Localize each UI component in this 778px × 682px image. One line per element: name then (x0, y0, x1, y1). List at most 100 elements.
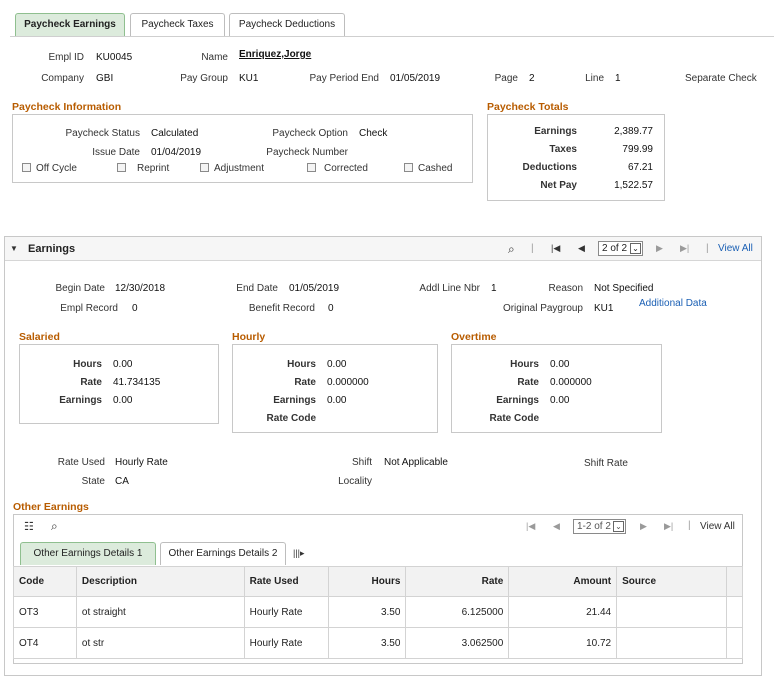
checkbox-box (200, 163, 209, 172)
overtime-title: Overtime (451, 331, 497, 343)
checkbox-box (307, 163, 316, 172)
paycheck-totals-title: Paycheck Totals (487, 101, 569, 113)
earnings-view-all-link[interactable]: View All (718, 243, 753, 254)
subtab-other-earnings-details-2[interactable]: Other Earnings Details 2 (160, 542, 286, 565)
end-date-label: End Date (236, 283, 278, 294)
checkbox-box (404, 163, 413, 172)
next-icon[interactable]: ▶ (640, 521, 647, 531)
previous-icon[interactable]: ◀ (553, 521, 560, 531)
column-header-description[interactable]: Description (75, 566, 245, 597)
first-page-icon[interactable]: |◀ (551, 243, 561, 253)
separator: | (706, 243, 709, 254)
corrected-label: Corrected (324, 163, 368, 174)
column-header-code[interactable]: Code (13, 566, 77, 597)
earnings-row-selector[interactable]: 2 of 2 ⌄ (598, 241, 643, 256)
page-label: Page (494, 73, 518, 84)
totals-earnings-label: Earnings (534, 126, 577, 137)
totals-taxes-value: 799.99 (622, 144, 653, 155)
begin-date-value: 12/30/2018 (115, 283, 166, 294)
locality-label: Locality (338, 476, 372, 487)
cell-rate-used: Hourly Rate (243, 627, 329, 659)
cell-description: ot str (75, 627, 245, 659)
reason-value: Not Specified (594, 283, 654, 294)
last-page-icon[interactable]: ▶| (680, 243, 690, 253)
cashed-label: Cashed (418, 163, 453, 174)
column-header-amount[interactable]: Amount (508, 566, 618, 597)
first-page-icon[interactable]: |◀ (526, 521, 536, 531)
empl-record-label: Empl Record (60, 303, 118, 314)
paycheck-status-value: Calculated (151, 128, 199, 139)
column-header-spacer (725, 566, 744, 597)
cell-code: OT4 (13, 627, 77, 659)
table-row[interactable]: OT3 ot straight Hourly Rate 3.50 6.12500… (13, 596, 744, 628)
hourly-earnings-value: 0.00 (327, 395, 347, 406)
paycheck-number-label: Paycheck Number (266, 147, 348, 158)
cell-hours: 3.50 (327, 596, 407, 628)
line-label: Line (585, 73, 604, 84)
benefit-record-label: Benefit Record (248, 303, 315, 314)
earnings-header-bar (5, 237, 761, 261)
last-page-icon[interactable]: ▶| (664, 521, 674, 531)
tab-paycheck-earnings[interactable]: Paycheck Earnings (15, 13, 125, 36)
next-icon[interactable]: ▶ (656, 243, 663, 253)
other-earnings-table: Code Description Rate Used Hours Rate Am… (13, 566, 744, 659)
separator: | (531, 243, 534, 254)
pay-period-end-value: 01/05/2019 (390, 73, 441, 84)
company-label: Company (41, 73, 84, 84)
tab-label: Paycheck Taxes (141, 19, 214, 30)
salaried-title: Salaried (19, 331, 60, 343)
salaried-hours-value: 0.00 (113, 359, 133, 370)
earnings-title: Earnings (28, 243, 76, 255)
cell-spacer (725, 596, 744, 628)
corrected-checkbox[interactable]: Corrected (307, 163, 368, 174)
begin-date-label: Begin Date (55, 283, 105, 294)
tab-paycheck-deductions[interactable]: Paycheck Deductions (229, 13, 345, 36)
tab-label: Paycheck Earnings (24, 19, 116, 30)
column-header-rate-used[interactable]: Rate Used (243, 566, 329, 597)
previous-icon[interactable]: ◀ (578, 243, 585, 253)
paycheck-totals-box (487, 114, 665, 201)
state-label: State (81, 476, 105, 487)
additional-data-link[interactable]: Additional Data (639, 298, 707, 309)
row-selector-value: 1-2 of 2 (577, 521, 611, 532)
other-earnings-row-selector[interactable]: 1-2 of 2 ⌄ (573, 519, 626, 534)
other-earnings-view-all-link[interactable]: View All (700, 521, 735, 532)
overtime-earnings-label: Earnings (496, 395, 539, 406)
column-header-source[interactable]: Source (616, 566, 727, 597)
off-cycle-label: Off Cycle (36, 163, 77, 174)
search-icon[interactable]: ⌕ (508, 242, 515, 256)
totals-deductions-value: 67.21 (627, 162, 653, 173)
cell-hours: 3.50 (327, 627, 407, 659)
table-row[interactable]: OT4 ot str Hourly Rate 3.50 3.062500 10.… (13, 627, 744, 659)
reprint-checkbox[interactable]: Reprint (117, 163, 169, 174)
cell-code: OT3 (13, 596, 77, 628)
company-value: GBI (96, 73, 114, 84)
hourly-hours-value: 0.00 (327, 359, 347, 370)
pay-group-label: Pay Group (180, 73, 228, 84)
issue-date-value: 01/04/2019 (151, 147, 202, 158)
column-header-rate[interactable]: Rate (405, 566, 510, 597)
empl-record-value: 0 (132, 303, 138, 314)
salaried-earnings-value: 0.00 (113, 395, 133, 406)
hourly-rate-label: Rate (294, 377, 316, 388)
subtab-other-earnings-details-1[interactable]: Other Earnings Details 1 (20, 542, 156, 565)
salaried-box (19, 344, 219, 424)
end-date-value: 01/05/2019 (289, 283, 340, 294)
search-icon[interactable]: ⌕ (51, 519, 58, 533)
off-cycle-checkbox[interactable]: Off Cycle (22, 163, 77, 174)
adjustment-checkbox[interactable]: Adjustment (200, 163, 264, 174)
addl-line-nbr-label: Addl Line Nbr (419, 283, 480, 294)
paycheck-option-label: Paycheck Option (272, 128, 348, 139)
hourly-box (232, 344, 438, 433)
column-header-hours[interactable]: Hours (327, 566, 407, 597)
tab-paycheck-taxes[interactable]: Paycheck Taxes (130, 13, 225, 36)
overtime-hours-value: 0.00 (550, 359, 570, 370)
personalize-grid-icon[interactable]: ☷ (24, 521, 34, 533)
page-value: 2 (529, 73, 535, 84)
totals-taxes-label: Taxes (549, 144, 577, 155)
cell-amount: 21.44 (508, 596, 618, 628)
cashed-checkbox[interactable]: Cashed (404, 163, 452, 174)
cell-rate: 3.062500 (405, 627, 510, 659)
show-all-columns-icon[interactable]: |||▸ (293, 548, 305, 558)
collapse-triangle-icon[interactable]: ▼ (10, 244, 18, 253)
